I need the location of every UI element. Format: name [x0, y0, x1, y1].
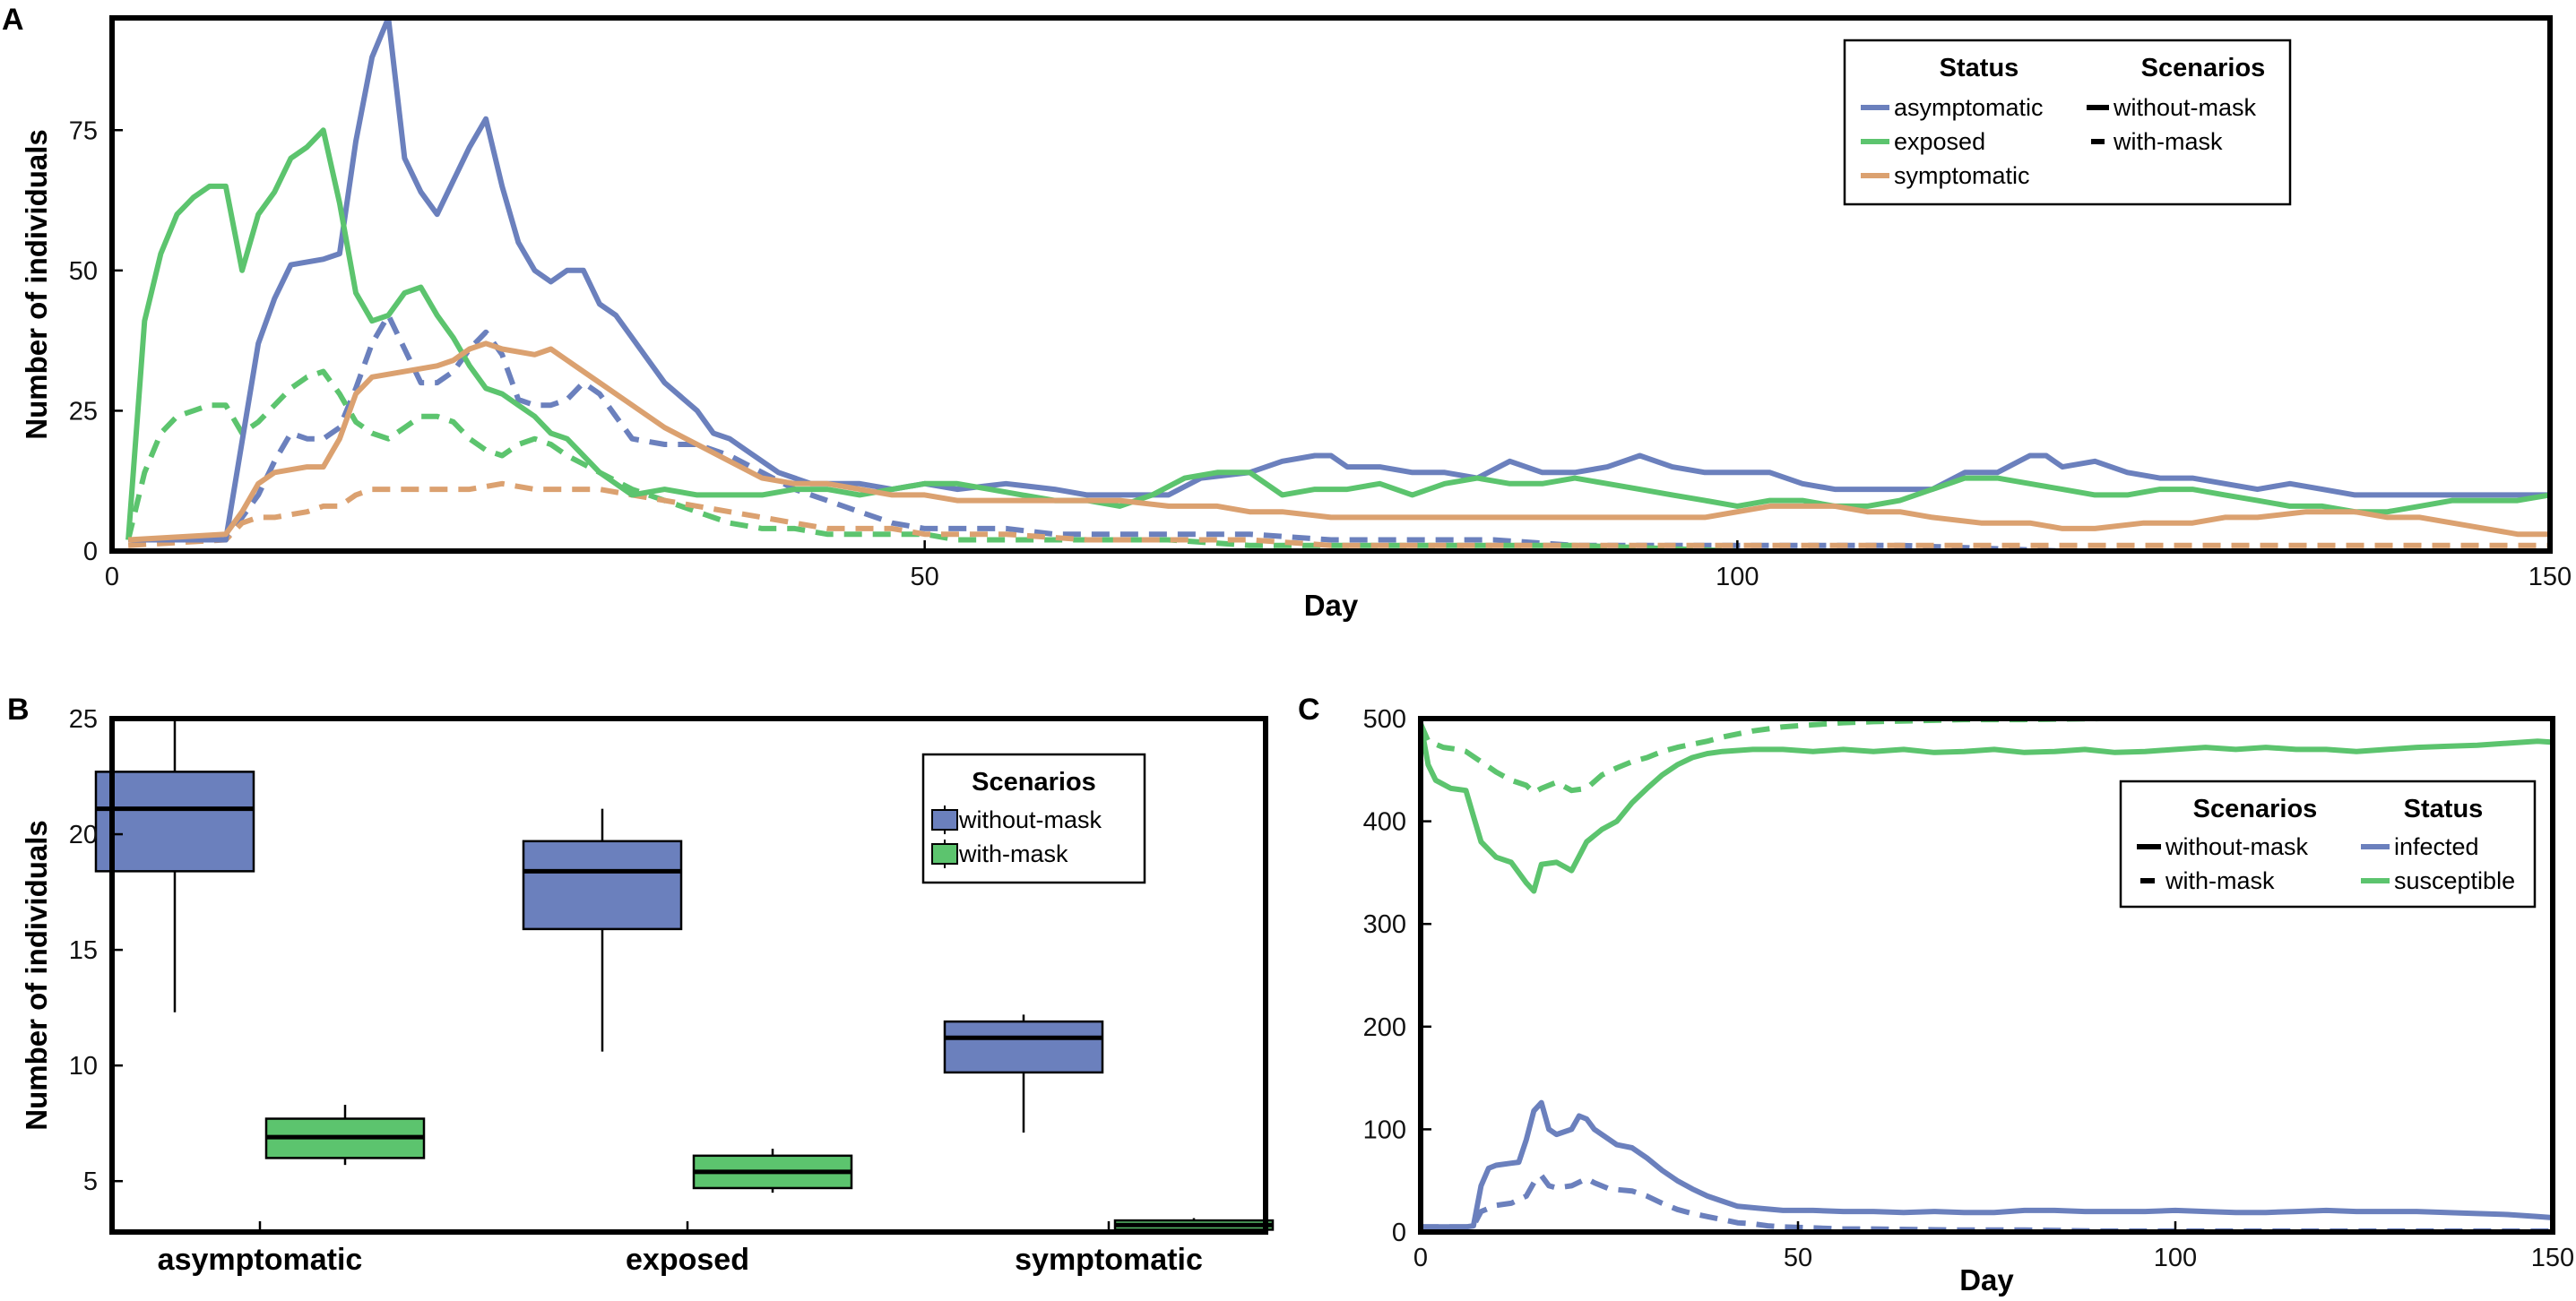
legend-status-title-c: Status: [2404, 795, 2484, 823]
legend-entry-symptomatic: symptomatic: [1894, 162, 2030, 189]
legend-entry-b-with-mask: with-mask: [958, 840, 1068, 867]
y-tick-label-c: 0: [1392, 1219, 1406, 1247]
panel-c: C 0 50 100 150 0 100 200 300 400 500 Day Scenarios St…: [1298, 693, 2574, 1297]
y-tick-label-c: 100: [1363, 1116, 1406, 1144]
y-axis-label-b: Number of individuals: [20, 820, 53, 1131]
legend-scenario-title-a: Scenarios: [2141, 54, 2266, 82]
category-label-exposed: exposed: [626, 1243, 749, 1277]
y-tick-label-b: 5: [83, 1167, 98, 1196]
x-axis-label-a: Day: [1304, 589, 1359, 622]
legend-box-b: [921, 753, 1146, 884]
x-tick-label-c: 100: [2154, 1244, 2197, 1272]
category-label-symptomatic: symptomatic: [1015, 1243, 1203, 1277]
y-axis-label-a: Number of individuals: [20, 129, 53, 440]
panel-letter-b: B: [7, 693, 30, 727]
legend-entry-c-with-mask: with-mask: [2165, 867, 2275, 894]
y-tick-label-b: 10: [69, 1052, 98, 1081]
series-line-exposed-with-mask: [125, 368, 2550, 554]
legend-entry-asymptomatic: asymptomatic: [1894, 94, 2044, 121]
y-tick-label-b: 20: [69, 821, 98, 849]
panel-b: B 5 10 15 20 25 asymptomatic exposed symptomatic…: [7, 693, 1275, 1277]
x-tick-label-c: 50: [1784, 1244, 1812, 1272]
series-line-infected-with-mask: [1421, 1173, 2553, 1234]
y-tick-label-a: 25: [69, 397, 98, 426]
legend-box-c: [2119, 780, 2537, 909]
series-line-susceptible-without-mask: [1418, 723, 2554, 894]
legend-entry-susceptible: susceptible: [2394, 867, 2515, 894]
legend-entry-b-without-mask: without-mask: [958, 806, 1102, 833]
panel-a: A 0 50 100 150 0 25 50 75 Day Number of individual…: [2, 3, 2572, 622]
series-line-symptomatic-with-mask: [127, 480, 2550, 548]
y-tick-label-c: 500: [1363, 705, 1406, 734]
panel-letter-c: C: [1298, 693, 1320, 727]
legend-entry-without-mask: without-mask: [2113, 94, 2257, 121]
legend-swatch-b-without-mask: [931, 809, 958, 831]
x-tick-label-a: 50: [911, 563, 939, 591]
legend-title-b: Scenarios: [972, 768, 1096, 797]
y-tick-label-b: 15: [69, 936, 98, 965]
series-line-infected-without-mask: [1421, 1099, 2554, 1230]
box-symptomatic-without-mask: [943, 1020, 1104, 1074]
y-tick-label-c: 300: [1363, 910, 1406, 939]
y-tick-label-a: 0: [83, 538, 98, 566]
x-tick-label-a: 150: [2528, 563, 2572, 591]
x-tick-label-a: 100: [1716, 563, 1759, 591]
series-line-symptomatic-without-mask: [127, 340, 2550, 543]
series-line-asymptomatic-without-mask: [128, 15, 2550, 543]
x-tick-label-a: 0: [105, 563, 119, 591]
plot-frame-b: [109, 716, 1268, 1235]
series-line-susceptible-with-mask: [1418, 716, 2553, 796]
box-asymptomatic-without-mask: [94, 771, 255, 873]
plot-frame-a: [109, 15, 2553, 554]
y-tick-label-b: 25: [69, 705, 98, 734]
legend-scenario-title-c: Scenarios: [2193, 795, 2318, 823]
category-label-asymptomatic: asymptomatic: [158, 1243, 363, 1277]
x-tick-label-c: 150: [2531, 1244, 2574, 1272]
x-tick-label-c: 0: [1413, 1244, 1428, 1272]
y-tick-label-a: 50: [69, 257, 98, 286]
legend-entry-exposed: exposed: [1894, 128, 1985, 155]
legend-status-title-a: Status: [1940, 54, 2019, 82]
legend-box-a: [1843, 39, 2292, 206]
legend-entry-c-without-mask: without-mask: [2165, 833, 2309, 860]
y-tick-label-c: 200: [1363, 1013, 1406, 1042]
legend-entry-with-mask: with-mask: [2113, 128, 2223, 155]
x-axis-label-c: Day: [1959, 1263, 2014, 1297]
series-line-asymptomatic-with-mask: [128, 312, 2550, 554]
legend-entry-infected: infected: [2394, 833, 2479, 860]
plot-frame-c: [1418, 716, 2555, 1235]
y-tick-label-c: 400: [1363, 808, 1406, 837]
panel-letter-a: A: [2, 3, 24, 37]
y-tick-label-a: 75: [69, 116, 98, 145]
legend-swatch-b-with-mask: [931, 843, 958, 865]
box-exposed-without-mask: [522, 840, 683, 931]
